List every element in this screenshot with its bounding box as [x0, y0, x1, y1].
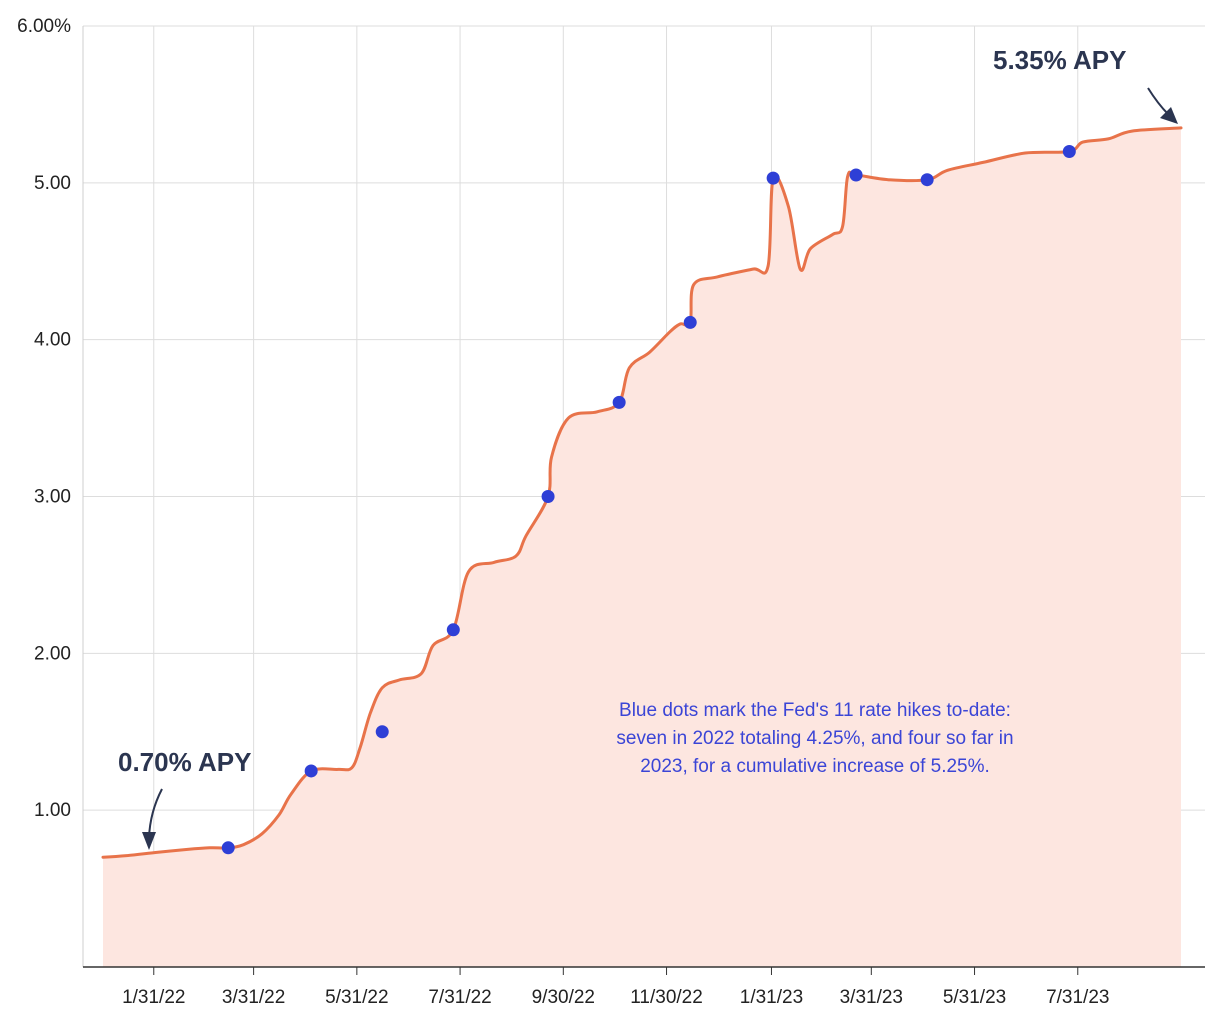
start-callout-arrowhead — [142, 832, 156, 850]
rate-hike-dot — [304, 764, 318, 778]
x-tick-label: 1/31/22 — [122, 987, 185, 1008]
rate-hike-dot — [683, 315, 697, 329]
rate-hike-dots — [221, 144, 1076, 855]
start-callout: 0.70% APY — [118, 747, 251, 850]
y-tick-label: 6.00% — [17, 16, 71, 37]
rate-hike-dot — [541, 490, 555, 503]
start-apy-label: 0.70% APY — [118, 747, 251, 777]
note-line-3: 2023, for a cumulative increase of 5.25%… — [640, 756, 990, 777]
x-tick-label: 9/30/22 — [532, 987, 595, 1008]
x-tick-label: 11/30/22 — [630, 987, 703, 1008]
axes — [82, 26, 1205, 975]
x-tick-label: 5/31/23 — [943, 987, 1006, 1008]
area-fill-layer — [103, 127, 1181, 967]
note-line-2: seven in 2022 totaling 4.25%, and four s… — [616, 728, 1013, 749]
y-tick-label: 2.00 — [34, 643, 71, 664]
apy-series-line — [101, 126, 1183, 859]
rate-hike-dot — [920, 173, 934, 187]
area-fill — [103, 127, 1181, 967]
rate-hike-note: Blue dots mark the Fed's 11 rate hikes t… — [616, 700, 1013, 777]
rate-hike-dot — [446, 623, 460, 637]
x-tick-label: 7/31/23 — [1046, 987, 1109, 1008]
series-line-layer — [101, 126, 1183, 859]
end-callout-arrow — [1147, 87, 1169, 115]
y-tick-label: 5.00 — [34, 173, 71, 194]
x-tick-label: 3/31/22 — [222, 987, 285, 1008]
y-tick-label: 3.00 — [34, 487, 71, 508]
end-callout: 5.35% APY — [993, 45, 1178, 124]
x-tick-label: 3/31/23 — [840, 987, 903, 1008]
x-tick-label: 7/31/22 — [428, 987, 491, 1008]
rate-hike-dot — [375, 725, 389, 739]
y-tick-label: 1.00 — [34, 800, 71, 821]
y-tick-label: 4.00 — [34, 330, 71, 351]
start-callout-arrow — [148, 788, 163, 839]
end-callout-arrowhead — [1160, 107, 1178, 124]
x-tick-label: 1/31/23 — [740, 987, 803, 1008]
rate-hike-dot — [221, 841, 235, 855]
tick-labels: 1.00 2.00 3.00 4.00 5.00 6.00% 1/31/22 3/31/22 5… — [17, 16, 1109, 1008]
rate-hike-dot — [766, 171, 780, 185]
note-line-1: Blue dots mark the Fed's 11 rate hikes t… — [619, 700, 1011, 721]
rate-hike-dot — [612, 395, 626, 409]
x-tick-label: 5/31/22 — [325, 987, 388, 1008]
rate-hike-dot — [1062, 144, 1076, 158]
rate-hike-dot — [849, 168, 863, 182]
end-apy-label: 5.35% APY — [993, 45, 1126, 75]
